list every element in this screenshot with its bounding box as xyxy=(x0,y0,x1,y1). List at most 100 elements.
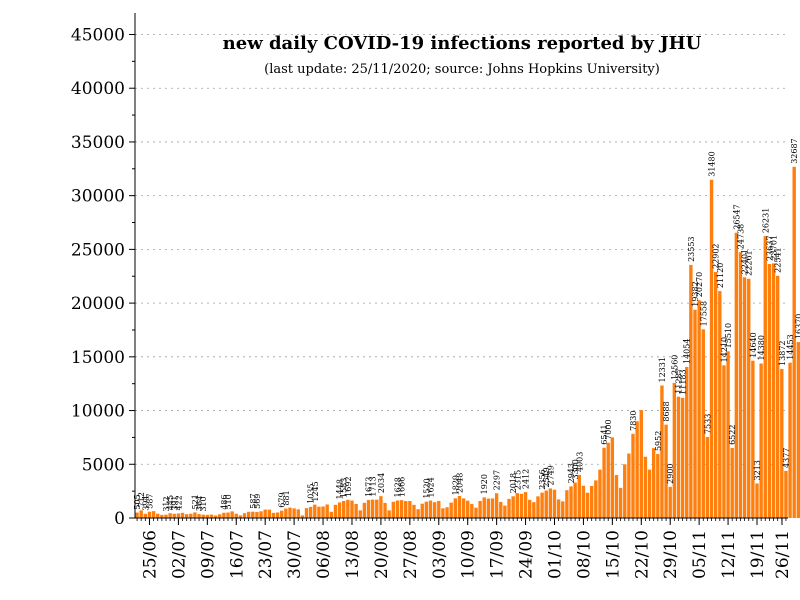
bar xyxy=(160,514,164,518)
bar-value-label: 445 xyxy=(166,495,175,510)
bar xyxy=(689,264,693,518)
bar-value-label: 569 xyxy=(253,494,262,509)
bar xyxy=(358,510,362,518)
bar xyxy=(147,511,152,518)
x-tick-label: 03/09 xyxy=(430,530,450,579)
bar xyxy=(288,507,292,518)
bar-value-label: 1628 xyxy=(393,477,402,497)
bar-value-label: 310 xyxy=(199,496,208,511)
bar xyxy=(271,512,276,518)
bar xyxy=(565,490,569,518)
bar xyxy=(143,513,148,518)
bar-value-label: 1035 xyxy=(307,484,316,504)
bar xyxy=(470,504,474,518)
bar xyxy=(618,487,623,518)
bar xyxy=(189,513,193,518)
bar xyxy=(631,433,635,518)
bar-value-label: 6522 xyxy=(728,425,737,445)
x-tick-label: 13/08 xyxy=(343,530,363,579)
bar xyxy=(499,501,503,518)
bar-value-label: 14380 xyxy=(757,335,766,360)
bar-value-label: 312 xyxy=(162,496,171,511)
bar-value-label: 2034 xyxy=(377,473,386,493)
bar xyxy=(767,264,772,518)
bar xyxy=(577,474,581,518)
x-tick-label: 16/07 xyxy=(227,530,247,579)
bar-value-label: 2549 xyxy=(542,467,551,487)
bar xyxy=(428,500,433,518)
bar xyxy=(664,424,668,518)
bar xyxy=(395,500,400,518)
bar-value-label: 1713 xyxy=(369,476,378,496)
x-tick-label: 02/07 xyxy=(169,530,189,579)
bar xyxy=(709,179,714,518)
bar xyxy=(424,501,429,518)
bar xyxy=(656,454,660,518)
bar xyxy=(561,501,565,518)
bar xyxy=(383,502,387,518)
bar-value-label: 394 xyxy=(141,495,150,510)
bar xyxy=(598,469,602,518)
x-tick-label: 17/09 xyxy=(488,530,508,579)
bar-value-label: 712 xyxy=(137,492,146,507)
bar xyxy=(321,506,325,518)
bar xyxy=(478,501,482,518)
bar xyxy=(544,490,548,518)
bar-value-label: 7533 xyxy=(703,414,712,434)
bar xyxy=(718,291,722,518)
y-tick-label: 0 xyxy=(114,509,125,529)
bar xyxy=(317,506,321,518)
bar-value-label: 22401 xyxy=(741,249,750,274)
bar xyxy=(172,513,176,518)
bar-value-label: 7000 xyxy=(604,419,613,439)
bar xyxy=(226,512,230,518)
bar-value-label: 17558 xyxy=(699,301,708,326)
x-tick-label: 05/11 xyxy=(690,530,710,579)
bar xyxy=(527,499,532,518)
bar xyxy=(751,360,755,518)
bar-value-label: 23553 xyxy=(687,236,696,261)
bar xyxy=(313,504,317,518)
bar-value-label: 4377 xyxy=(782,448,791,468)
bar-value-label: 679 xyxy=(278,492,287,507)
bar xyxy=(379,496,383,518)
bar xyxy=(788,362,792,518)
bar-value-label: 14210 xyxy=(720,337,729,362)
bar xyxy=(610,437,615,518)
bar-value-label: 16370 xyxy=(794,314,800,339)
bar xyxy=(602,447,606,518)
bar-value-label: 2315 xyxy=(513,470,522,490)
bar-value-label: 19382 xyxy=(691,281,700,306)
chart-title: new daily COVID-19 infections reported b… xyxy=(223,33,702,54)
bar xyxy=(354,503,358,518)
x-tick-label: 24/09 xyxy=(517,530,537,579)
bar xyxy=(329,511,334,518)
bar xyxy=(275,512,280,518)
bar-value-label: 3300 xyxy=(571,459,580,479)
bar xyxy=(222,512,226,518)
x-tick-label: 06/08 xyxy=(314,530,334,579)
x-tick-label: 10/09 xyxy=(459,530,479,579)
bar-value-label: 587 xyxy=(145,493,154,508)
bars xyxy=(135,166,800,518)
bar-value-label: 7830 xyxy=(629,411,638,431)
bar-value-label: 1583 xyxy=(340,478,349,498)
bar xyxy=(722,365,726,518)
bar xyxy=(457,495,462,518)
bar xyxy=(399,500,404,518)
bar xyxy=(726,351,730,518)
x-tick-label: 22/10 xyxy=(632,530,652,579)
bar xyxy=(387,510,391,518)
bar xyxy=(697,300,701,518)
bar-value-label: 31480 xyxy=(708,151,717,176)
bar xyxy=(589,485,594,518)
bar xyxy=(676,396,681,518)
bar xyxy=(445,507,449,518)
bar xyxy=(432,502,437,518)
bar xyxy=(685,366,689,518)
bar-value-label: 11183 xyxy=(679,369,688,394)
bar xyxy=(284,508,288,518)
bar xyxy=(515,493,519,518)
bar xyxy=(503,505,507,518)
